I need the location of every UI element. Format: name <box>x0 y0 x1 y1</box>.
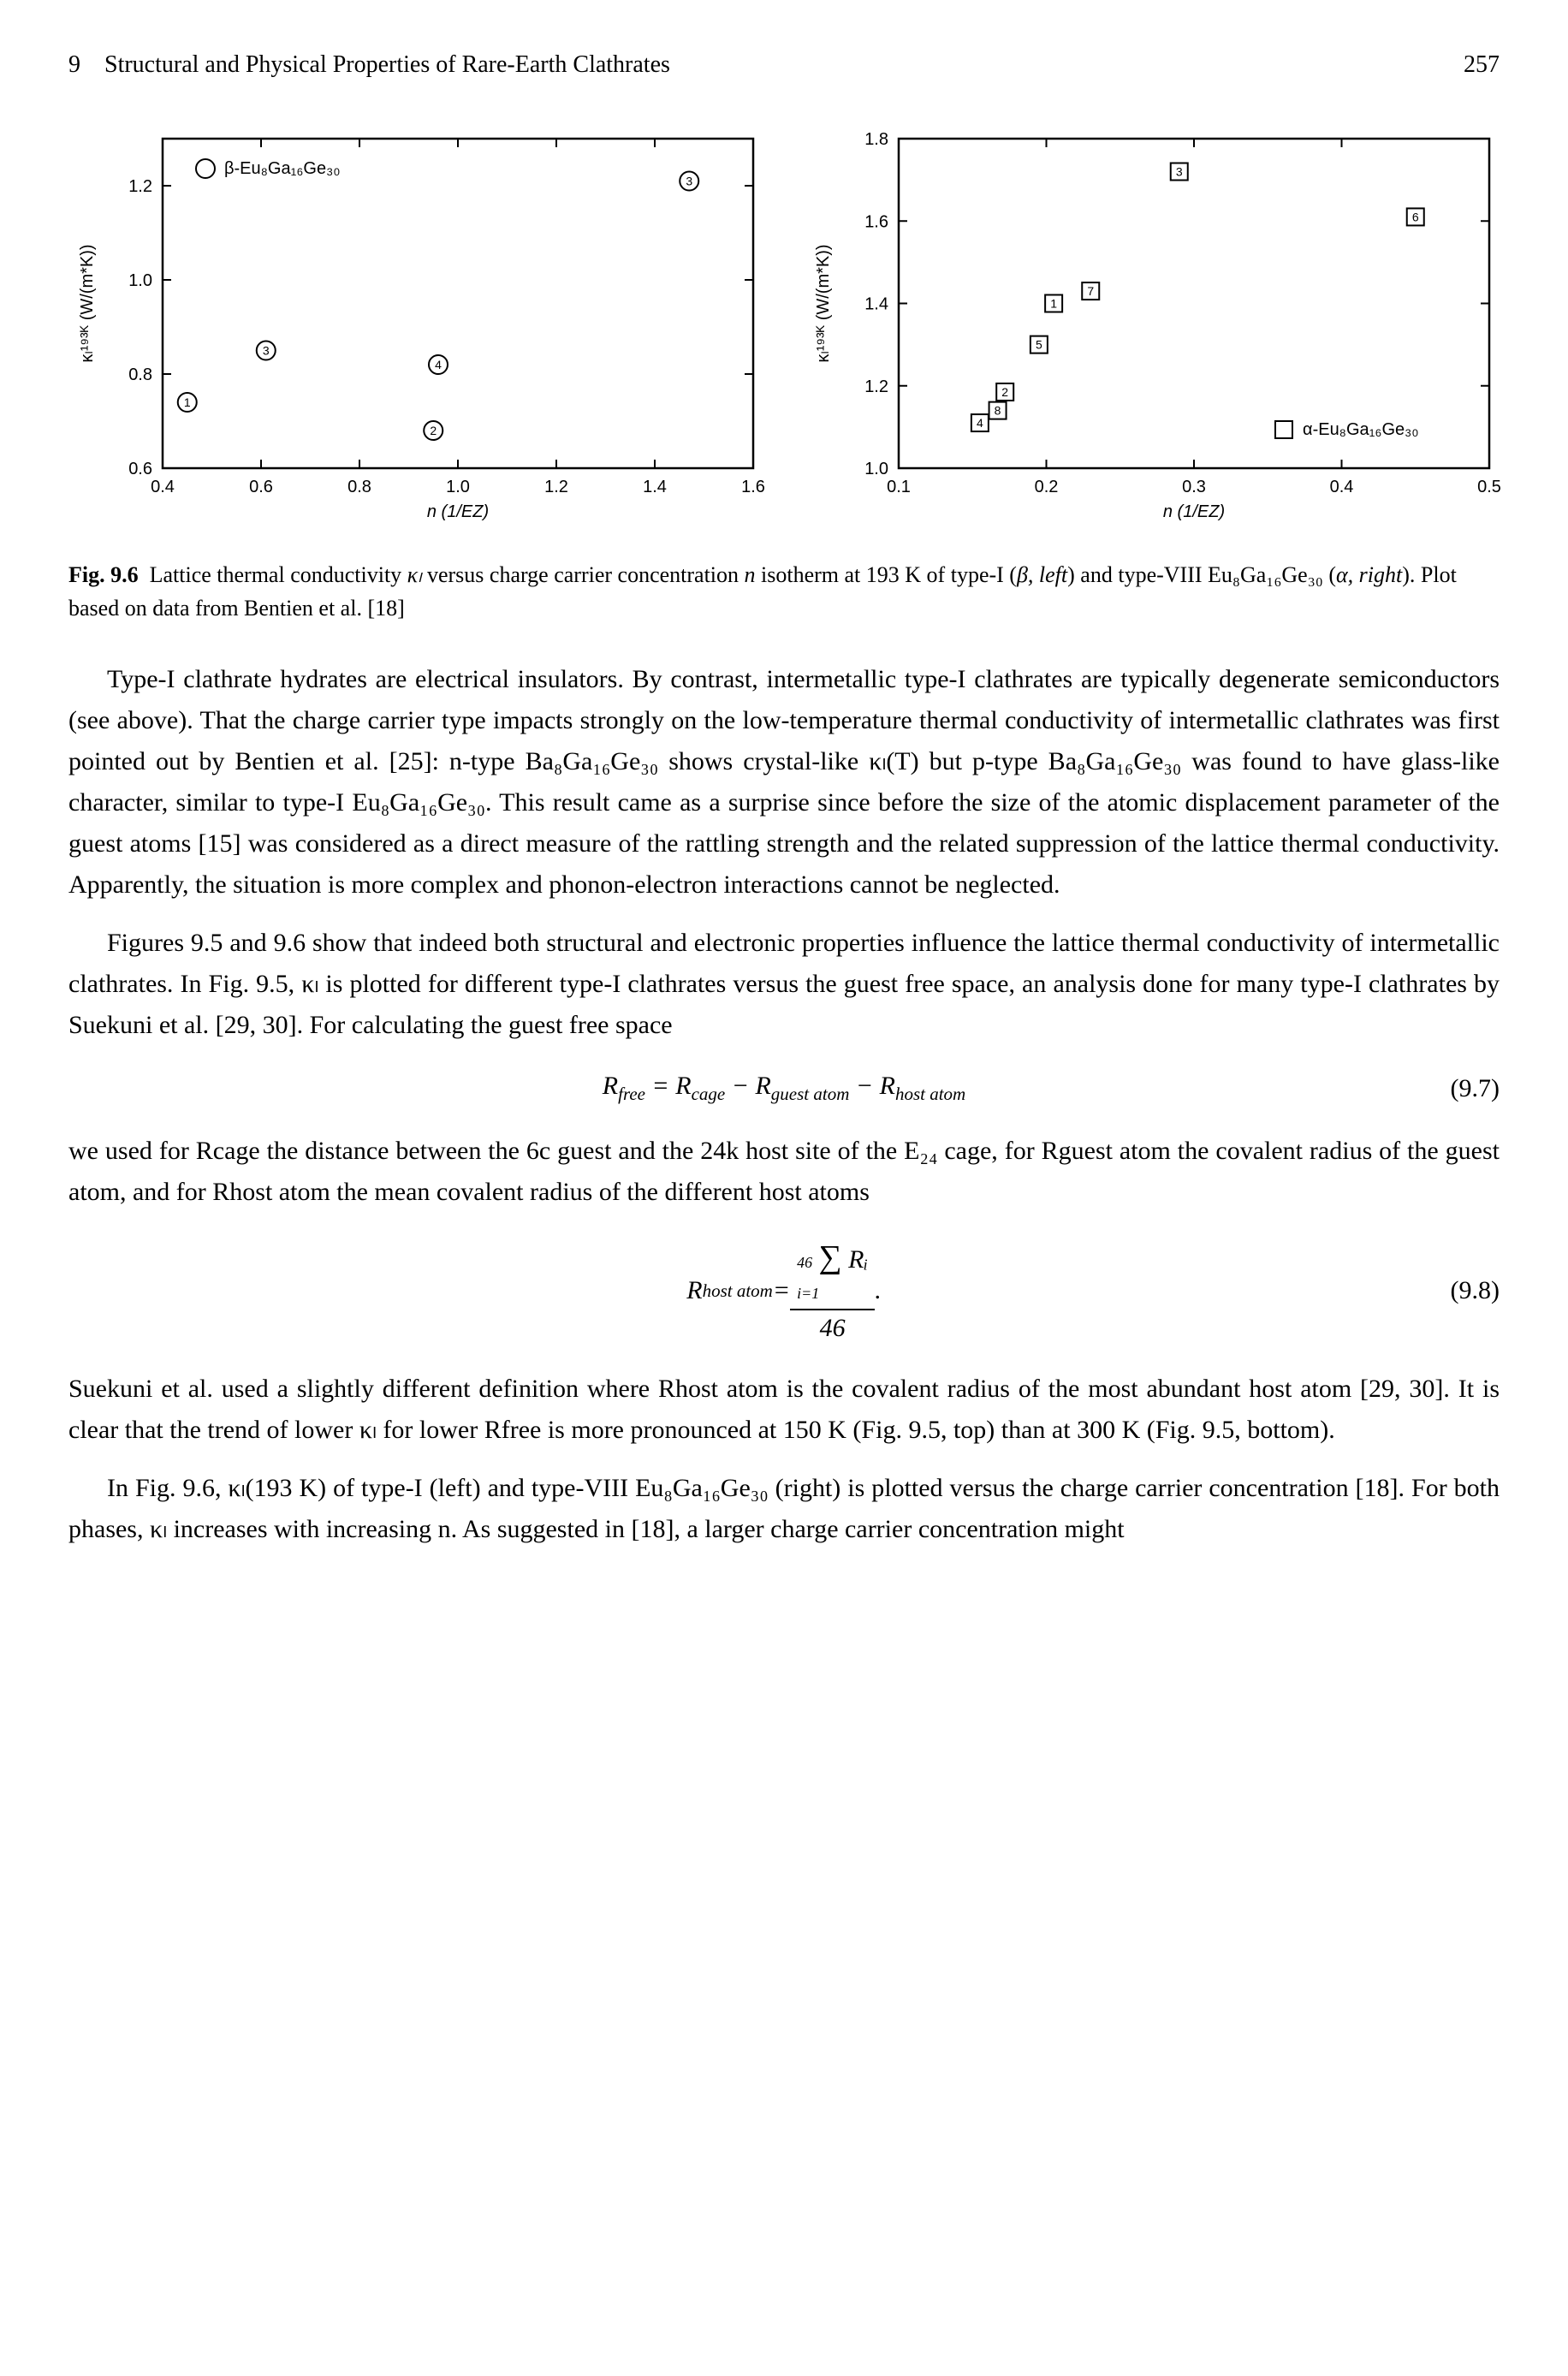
svg-text:n (1/EZ): n (1/EZ) <box>1163 502 1225 521</box>
eq2-period: . <box>875 1276 882 1305</box>
figure-caption: Fig. 9.6 Lattice thermal conductivity κₗ… <box>68 558 1500 625</box>
paragraph-4: Suekuni et al. used a slightly different… <box>68 1369 1500 1451</box>
svg-text:0.6: 0.6 <box>128 460 152 478</box>
svg-text:0.1: 0.1 <box>887 478 911 496</box>
svg-text:0.8: 0.8 <box>128 365 152 384</box>
svg-text:κₗ¹⁹³ᴷ (W/(m*K)): κₗ¹⁹³ᴷ (W/(m*K)) <box>814 244 833 362</box>
svg-text:2: 2 <box>1001 385 1008 399</box>
svg-text:3: 3 <box>1176 165 1183 179</box>
caption-kappa: κₗ <box>407 562 422 587</box>
eq1-r3: R <box>880 1072 895 1100</box>
eq2-lhs: R <box>686 1276 702 1305</box>
svg-text:α-Eu₈Ga₁₆Ge₃₀: α-Eu₈Ga₁₆Ge₃₀ <box>1303 420 1419 439</box>
eq2-fraction: 46 ∑ Rᵢ i=1 46 <box>790 1238 875 1343</box>
caption-text-3: isotherm at 193 K of type-I ( <box>756 562 1017 587</box>
caption-text-1: Lattice thermal conductivity <box>150 562 407 587</box>
svg-text:0.5: 0.5 <box>1477 478 1501 496</box>
chapter-title: Structural and Physical Properties of Ra… <box>104 51 670 78</box>
svg-text:8: 8 <box>995 404 1001 418</box>
svg-text:1.4: 1.4 <box>643 478 667 496</box>
chart-left-svg: 0.40.60.81.01.21.41.60.60.81.01.2n (1/EZ… <box>68 122 770 532</box>
svg-text:1.0: 1.0 <box>446 478 470 496</box>
svg-text:0.8: 0.8 <box>347 478 371 496</box>
svg-text:0.2: 0.2 <box>1035 478 1059 496</box>
caption-text-2: versus charge carrier concentration <box>421 562 744 587</box>
page-header: 9 Structural and Physical Properties of … <box>68 51 1500 79</box>
paragraph-3: we used for Rcage the distance between t… <box>68 1131 1500 1213</box>
figure-charts: 0.40.60.81.01.21.41.60.60.81.01.2n (1/EZ… <box>68 122 1500 532</box>
eq1-r1: R <box>675 1072 691 1100</box>
chart-left: 0.40.60.81.01.21.41.60.60.81.01.2n (1/EZ… <box>68 122 770 532</box>
svg-text:0.6: 0.6 <box>249 478 273 496</box>
equation-9-7: Rfree = Rcage − Rguest atom − Rhost atom… <box>68 1072 1500 1105</box>
svg-text:1.8: 1.8 <box>864 130 888 149</box>
svg-text:7: 7 <box>1087 284 1094 298</box>
eq2-numerator: 46 ∑ Rᵢ i=1 <box>790 1238 875 1310</box>
svg-text:0.4: 0.4 <box>151 478 175 496</box>
svg-text:5: 5 <box>1036 338 1042 352</box>
eq2-sum-top: 46 <box>797 1254 812 1271</box>
paragraph-1: Type-I clathrate hydrates are electrical… <box>68 659 1500 906</box>
svg-text:1.2: 1.2 <box>544 478 568 496</box>
svg-text:1.4: 1.4 <box>864 295 888 314</box>
fig-number: Fig. 9.6 <box>68 562 139 587</box>
svg-text:0.4: 0.4 <box>1330 478 1354 496</box>
eq1-num: (9.7) <box>1451 1074 1500 1103</box>
eq2-ri: Rᵢ <box>848 1245 868 1274</box>
eq1-expr: Rfree = Rcage − Rguest atom − Rhost atom <box>603 1072 965 1105</box>
svg-text:1.0: 1.0 <box>864 460 888 478</box>
caption-beta: β <box>1017 562 1028 587</box>
svg-text:4: 4 <box>977 416 983 430</box>
svg-text:β-Eu₈Ga₁₆Ge₃₀: β-Eu₈Ga₁₆Ge₃₀ <box>224 159 341 178</box>
svg-text:3: 3 <box>686 175 692 188</box>
eq2-num: (9.8) <box>1451 1276 1500 1305</box>
caption-n: n <box>745 562 756 587</box>
paragraph-5: In Fig. 9.6, κₗ(193 K) of type-I (left) … <box>68 1468 1500 1550</box>
page-number: 257 <box>1464 51 1500 79</box>
svg-text:n (1/EZ): n (1/EZ) <box>427 502 489 521</box>
eq2-expr: Rhost atom = 46 ∑ Rᵢ i=1 46 . <box>686 1238 882 1343</box>
svg-text:6: 6 <box>1412 210 1419 223</box>
svg-text:1.0: 1.0 <box>128 271 152 290</box>
eq1-m1: − <box>725 1072 755 1100</box>
svg-text:1.6: 1.6 <box>864 212 888 231</box>
caption-left: , left <box>1028 562 1067 587</box>
equation-9-8: Rhost atom = 46 ∑ Rᵢ i=1 46 . (9.8) <box>68 1238 1500 1343</box>
svg-text:0.3: 0.3 <box>1182 478 1206 496</box>
eq1-eq: = <box>645 1072 675 1100</box>
eq1-r2: R <box>755 1072 770 1100</box>
chart-right-svg: 0.1 0.2 0.3 0.4 0.5 1.0 1.2 1.4 1.6 1.8 n (1/EZ) κₗ… <box>805 122 1506 532</box>
eq1-r1-sub: cage <box>692 1084 726 1104</box>
svg-text:1: 1 <box>1050 297 1057 311</box>
svg-text:1.2: 1.2 <box>128 177 152 196</box>
eq1-lhs: R <box>603 1072 618 1100</box>
caption-right: , right <box>1348 562 1403 587</box>
svg-text:1.2: 1.2 <box>864 377 888 396</box>
svg-text:1.6: 1.6 <box>741 478 765 496</box>
paragraph-2: Figures 9.5 and 9.6 show that indeed bot… <box>68 923 1500 1046</box>
eq1-r2-sub: guest atom <box>771 1084 850 1104</box>
eq2-sum-bot: i=1 <box>797 1285 819 1302</box>
caption-alpha: α <box>1336 562 1348 587</box>
eq2-denom: 46 <box>813 1310 852 1343</box>
eq2-eq: = <box>773 1276 790 1305</box>
chart-right: 0.1 0.2 0.3 0.4 0.5 1.0 1.2 1.4 1.6 1.8 n (1/EZ) κₗ… <box>805 122 1506 532</box>
eq1-r3-sub: host atom <box>895 1084 965 1104</box>
running-head: 9 Structural and Physical Properties of … <box>68 51 670 79</box>
svg-text:1: 1 <box>184 395 191 409</box>
svg-text:κₗ¹⁹³ᴷ (W/(m*K)): κₗ¹⁹³ᴷ (W/(m*K)) <box>78 244 97 362</box>
svg-text:4: 4 <box>435 358 442 371</box>
chapter-num: 9 <box>68 51 80 78</box>
eq1-m2: − <box>849 1072 879 1100</box>
sum-symbol: ∑ <box>819 1239 842 1275</box>
caption-text-4: ) and type-VIII Eu₈Ga₁₆Ge₃₀ ( <box>1067 562 1336 587</box>
eq2-lhs-sub: host atom <box>703 1280 773 1302</box>
svg-text:2: 2 <box>430 424 437 437</box>
eq1-lhs-sub: free <box>618 1084 645 1104</box>
svg-text:3: 3 <box>263 344 270 358</box>
